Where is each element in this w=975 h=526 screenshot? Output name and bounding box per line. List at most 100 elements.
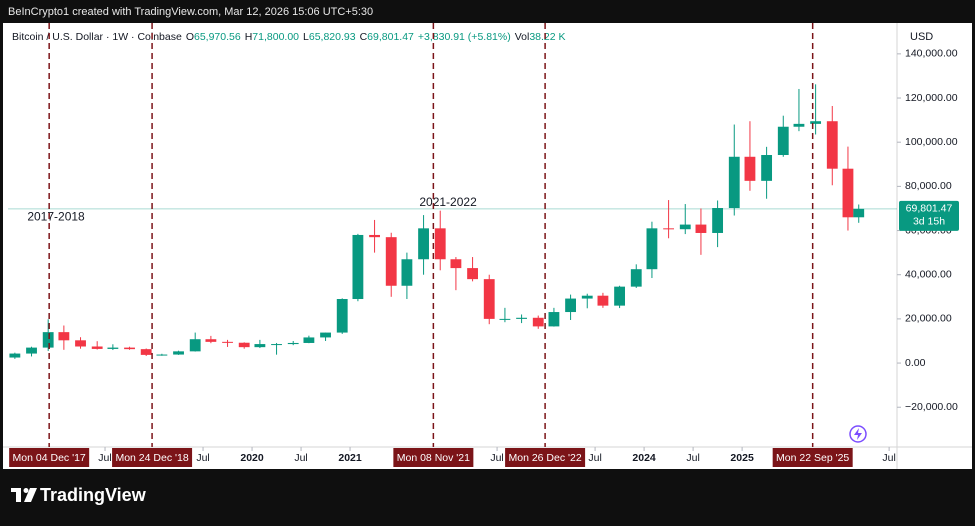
- candle-body: [565, 298, 576, 313]
- marker-label: Mon 26 Dec '22: [508, 452, 581, 464]
- legend-key: L: [303, 31, 309, 43]
- candle-body: [499, 318, 511, 320]
- candle-body: [434, 228, 446, 260]
- candle-body: [26, 347, 37, 354]
- candle-body: [320, 332, 331, 338]
- candle-body: [450, 259, 462, 269]
- marker-label: Mon 08 Nov '21: [397, 452, 470, 464]
- price-countdown: 3d 15h: [913, 216, 945, 228]
- legend-value: 38.22 K: [529, 31, 565, 43]
- candle-body: [254, 344, 266, 348]
- logo: TradingView: [11, 485, 147, 505]
- y-tick-label: 120,000.00: [905, 92, 958, 104]
- legend-value: 71,800.00: [252, 31, 299, 43]
- candle-body: [369, 234, 380, 238]
- price-tag: 69,801.47: [906, 203, 953, 215]
- y-tick-label: −20,000.00: [905, 401, 958, 413]
- price-tag-bg: [899, 200, 959, 231]
- candle-body: [385, 237, 397, 286]
- candle-body: [695, 224, 707, 233]
- x-tick-label: Jul: [196, 452, 209, 464]
- x-tick-label: 2020: [240, 452, 264, 464]
- marker-label: Mon 22 Sep '25: [776, 452, 849, 464]
- candle-body: [810, 121, 822, 124]
- legend-title: Bitcoin / U.S. Dollar · 1W · Coinbase O65…: [12, 31, 566, 43]
- candle-body: [853, 208, 865, 218]
- candle-body: [777, 126, 789, 156]
- candle-body: [646, 228, 658, 270]
- candle-body: [679, 224, 691, 230]
- marker-label-bg: [505, 448, 586, 467]
- marker-label-bg: [393, 448, 474, 467]
- legend-value: 65,820.93: [309, 31, 356, 43]
- marker-label: Mon 24 Dec '18: [115, 452, 188, 464]
- x-tick-label: 2025: [730, 452, 754, 464]
- candle-body: [189, 339, 201, 352]
- marker-label-bg: [112, 448, 193, 467]
- logo-shape: [23, 488, 29, 493]
- candle-body: [401, 259, 413, 286]
- x-tick-label: 2024: [632, 452, 656, 464]
- candle-body: [58, 332, 70, 341]
- y-tick-label: 100,000.00: [905, 136, 958, 148]
- x-tick-label: Jul: [490, 452, 503, 464]
- x-tick-label: 2021: [338, 452, 362, 464]
- candle-body: [614, 286, 626, 306]
- footer-logo: TradingView: [40, 485, 147, 505]
- candle-body: [597, 295, 609, 306]
- annotation: 2021-2022: [419, 195, 477, 209]
- candle-body: [826, 121, 838, 169]
- y-tick-label: 140,000.00: [905, 48, 958, 60]
- icon-bolt[interactable]: [854, 428, 862, 440]
- candle-body: [581, 295, 593, 299]
- chart-panel: [3, 23, 972, 469]
- candle-body: [761, 155, 773, 181]
- x-tick-label: Jul: [882, 452, 895, 464]
- candle-body: [336, 299, 348, 333]
- candle-body: [42, 332, 54, 348]
- assistant-icon[interactable]: [849, 425, 867, 443]
- candle-body: [271, 344, 282, 346]
- legend-title: Bitcoin / U.S. Dollar · 1W · Coinbase: [12, 31, 182, 43]
- candle-body: [140, 349, 152, 355]
- x-tick-label: Jul: [98, 452, 111, 464]
- candle-body: [793, 123, 805, 127]
- y-tick-label: 20,000.00: [905, 313, 952, 325]
- candle-body: [744, 156, 756, 181]
- legend-key: O: [186, 31, 194, 43]
- y-tick-label: 80,000.00: [905, 180, 952, 192]
- marker-label-bg: [772, 448, 853, 467]
- x-tick-label: Jul: [588, 452, 601, 464]
- y-tick-label: 40,000.00: [905, 268, 952, 280]
- candle-body: [630, 269, 642, 287]
- currency: USD: [910, 31, 933, 43]
- candle-body: [532, 317, 544, 327]
- candle-body: [418, 228, 429, 260]
- candle-body: [516, 317, 527, 319]
- candle-body: [91, 346, 103, 349]
- candle-body: [728, 156, 740, 209]
- candle-body: [238, 342, 250, 348]
- candle-body: [173, 351, 184, 355]
- candle-body: [156, 354, 168, 356]
- marker-label-bg: [9, 448, 90, 467]
- candle-body: [842, 168, 854, 218]
- y-tick-label: 0.00: [905, 357, 926, 369]
- legend: Bitcoin / U.S. Dollar · 1W · Coinbase O65…: [12, 31, 566, 43]
- legend-key: Vol: [515, 31, 530, 43]
- logo-shape: [16, 488, 21, 502]
- annotation: 2017-2018: [27, 209, 85, 223]
- candle-body: [287, 342, 299, 345]
- legend-key: C: [360, 31, 368, 43]
- header: BeInCrypto1 created with TradingView.com…: [8, 6, 373, 18]
- candle-body: [222, 341, 233, 343]
- legend-value: 65,970.56: [194, 31, 241, 43]
- x-tick-label: Jul: [686, 452, 699, 464]
- candle-body: [663, 228, 675, 230]
- candle-body: [107, 347, 119, 349]
- legend-value: 69,801.47: [367, 31, 414, 43]
- candle-body: [75, 340, 86, 347]
- icon-ring[interactable]: [849, 425, 867, 443]
